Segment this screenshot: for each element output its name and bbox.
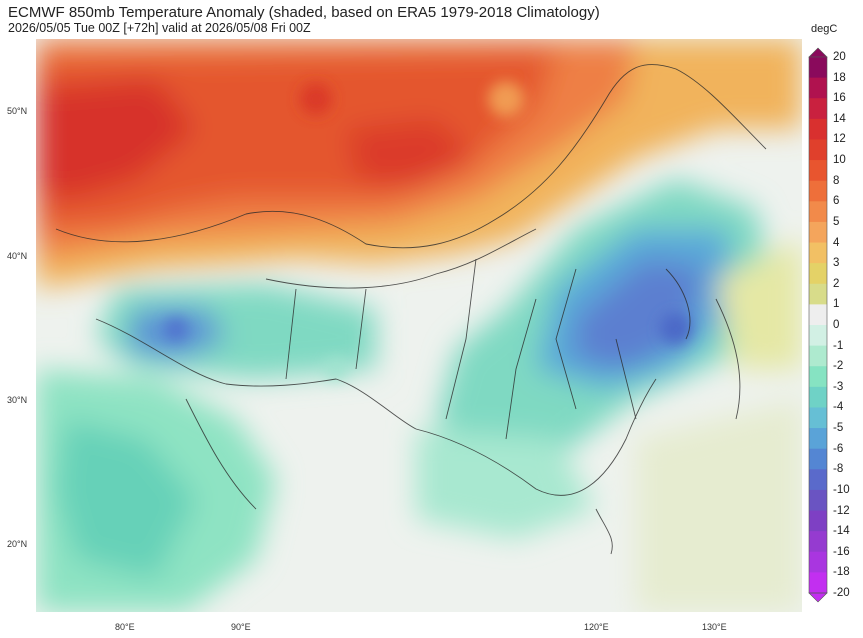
colorbar-tick-label: 10 bbox=[833, 154, 846, 167]
colorbar-segment bbox=[809, 572, 827, 594]
lon-label-90: 90°E bbox=[231, 622, 251, 632]
colorbar-segment bbox=[809, 263, 827, 285]
colorbar-segment bbox=[809, 57, 827, 79]
colorbar-tick-label: 4 bbox=[833, 236, 840, 249]
chart-subtitle: 2026/05/05 Tue 00Z [+72h] valid at 2026/… bbox=[8, 21, 311, 35]
colorbar-segment bbox=[809, 407, 827, 429]
colorbar-segment bbox=[809, 345, 827, 367]
lat-label-50: 50°N bbox=[7, 106, 28, 116]
colorbar-extend-max bbox=[808, 47, 828, 58]
colorbar-extend-min bbox=[808, 592, 828, 603]
colorbar-segment bbox=[809, 428, 827, 450]
colorbar-tick-label: 2 bbox=[833, 277, 840, 290]
colorbar-tick-label: 20 bbox=[833, 51, 846, 63]
colorbar-tick-label: -4 bbox=[833, 401, 844, 414]
colorbar-tick-label: -20 bbox=[833, 587, 850, 599]
lon-label-130: 130°E bbox=[702, 622, 727, 632]
colorbar-segment bbox=[809, 448, 827, 470]
colorbar-tick-label: -18 bbox=[833, 566, 850, 579]
colorbar-segment bbox=[809, 98, 827, 120]
lon-label-120: 120°E bbox=[584, 622, 609, 632]
lon-label-80: 80°E bbox=[115, 622, 135, 632]
colorbar-segment bbox=[809, 386, 827, 408]
colorbar-segment bbox=[809, 366, 827, 388]
colorbar-segment bbox=[809, 304, 827, 326]
anomaly-field bbox=[36, 39, 802, 612]
colorbar bbox=[808, 47, 828, 603]
colorbar-tick-label: -8 bbox=[833, 463, 844, 476]
colorbar-segment bbox=[809, 139, 827, 161]
chart-title: ECMWF 850mb Temperature Anomaly (shaded,… bbox=[8, 4, 600, 21]
colorbar-tick-label: -2 bbox=[833, 360, 844, 373]
colorbar-segment bbox=[809, 180, 827, 202]
lat-label-40: 40°N bbox=[7, 251, 28, 261]
colorbar-segment bbox=[809, 469, 827, 491]
colorbar-segment bbox=[809, 242, 827, 264]
colorbar-tick-label: 8 bbox=[833, 174, 840, 187]
colorbar-tick-label: 1 bbox=[833, 298, 840, 311]
colorbar-tick-label: -5 bbox=[833, 422, 844, 435]
colorbar-tick-label: 5 bbox=[833, 215, 840, 228]
colorbar-tick-label: 18 bbox=[833, 71, 846, 84]
colorbar-segment bbox=[809, 77, 827, 99]
colorbar-tick-label: 14 bbox=[833, 112, 846, 125]
colorbar-tick-label: -16 bbox=[833, 545, 850, 558]
colorbar-segment bbox=[809, 325, 827, 347]
colorbar-tick-label: 16 bbox=[833, 92, 846, 105]
colorbar-segment bbox=[809, 283, 827, 305]
colorbar-segment bbox=[809, 551, 827, 573]
colorbar-tick-label: -12 bbox=[833, 504, 850, 517]
anomaly-map bbox=[36, 39, 802, 612]
colorbar-tick-label: -14 bbox=[833, 525, 850, 538]
colorbar-tick-label: 12 bbox=[833, 133, 846, 146]
lat-label-30: 30°N bbox=[7, 395, 28, 405]
colorbar-segment bbox=[809, 531, 827, 553]
colorbar-unit: degC bbox=[811, 23, 838, 35]
colorbar-segment bbox=[809, 489, 827, 512]
colorbar-tick-label: -6 bbox=[833, 442, 844, 455]
colorbar-tick-label: -1 bbox=[833, 339, 844, 352]
colorbar-segment bbox=[809, 510, 827, 532]
colorbar-tick-label: 6 bbox=[833, 195, 840, 208]
colorbar-segment bbox=[809, 118, 827, 140]
colorbar-tick-label: 3 bbox=[833, 257, 840, 270]
colorbar-tick-label: 0 bbox=[833, 319, 840, 331]
colorbar-segment bbox=[809, 201, 827, 223]
colorbar-segment bbox=[809, 160, 827, 182]
colorbar-tick-label: -3 bbox=[833, 380, 844, 393]
lat-label-20: 20°N bbox=[7, 539, 28, 549]
colorbar-tick-label: -10 bbox=[833, 483, 850, 496]
colorbar-segment bbox=[809, 221, 827, 244]
